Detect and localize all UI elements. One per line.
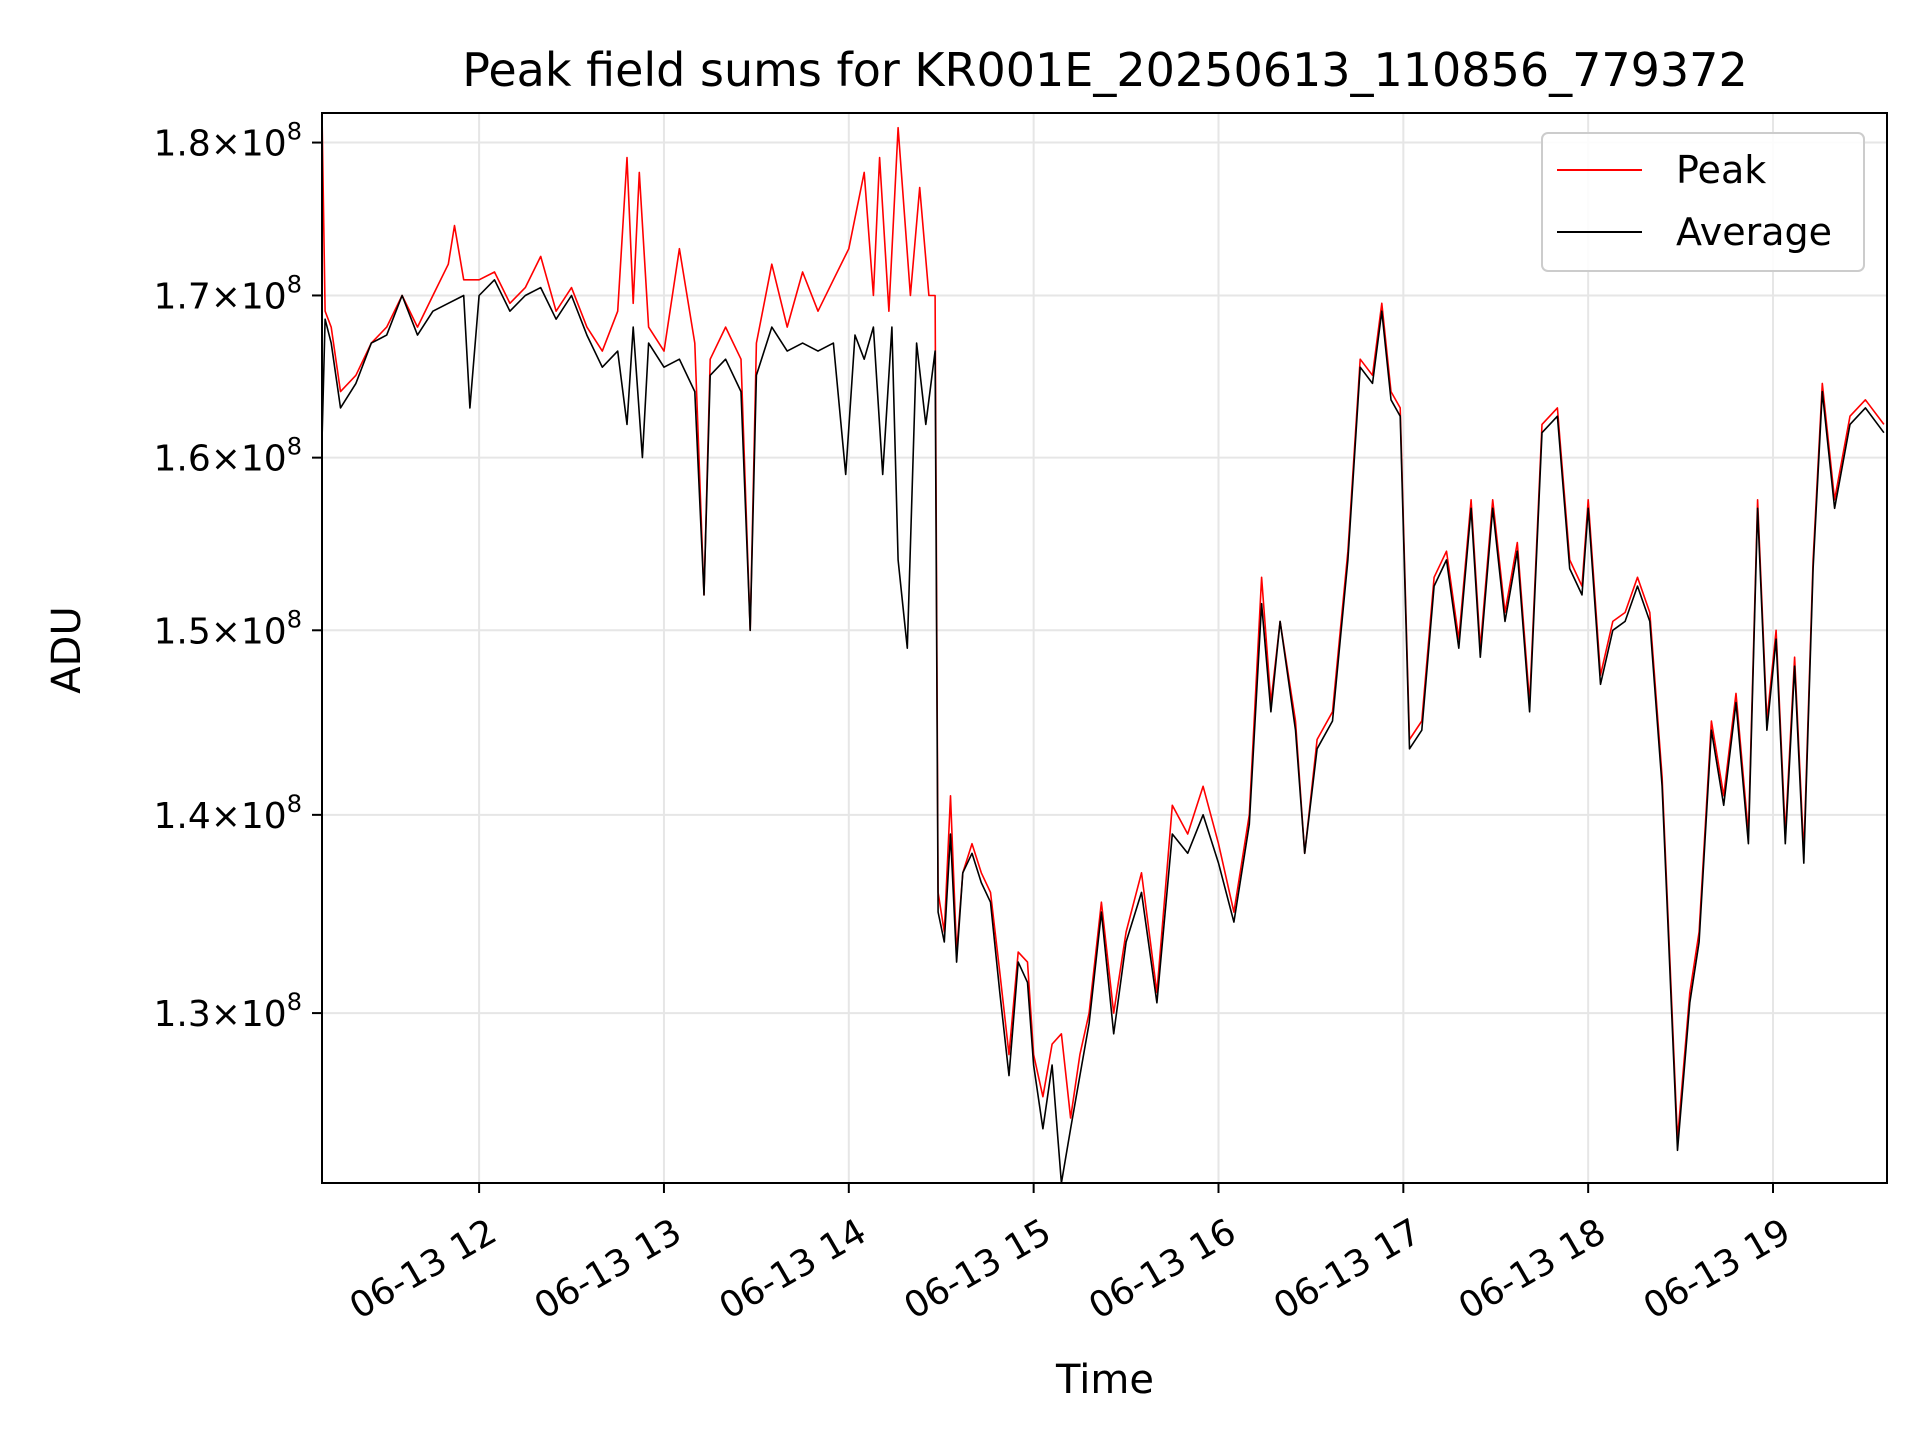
legend-label-average: Average [1676, 210, 1832, 254]
y-tick-times-ten: ×10 [211, 439, 287, 480]
x-axis-label: Time [1055, 1357, 1154, 1403]
y-tick-label: 1.5×108 [153, 605, 302, 652]
series-line-average [322, 279, 1885, 1183]
y-axis-label: ADU [44, 606, 90, 693]
y-tick-mantissa: 1.7 [153, 276, 210, 317]
legend-box [1541, 132, 1865, 272]
series-line-peak [322, 113, 1885, 1141]
chart-title: Peak field sums for KR001E_20250613_1108… [462, 43, 1747, 97]
y-tick-exponent: 8 [287, 605, 302, 633]
y-tick-times-ten: ×10 [211, 994, 287, 1035]
y-tick-times-ten: ×10 [211, 124, 287, 165]
y-tick-times-ten: ×10 [211, 796, 287, 837]
y-tick-label: 1.8×108 [153, 118, 302, 165]
y-tick-label: 1.6×108 [153, 433, 302, 480]
y-axis: 1.3×1081.4×1081.5×1081.6×1081.7×1081.8×1… [153, 118, 322, 1035]
y-tick-exponent: 8 [287, 433, 302, 461]
series-lines [322, 113, 1885, 1183]
y-tick-times-ten: ×10 [211, 611, 287, 652]
y-tick-mantissa: 1.4 [153, 796, 210, 837]
y-tick-label: 1.7×108 [153, 270, 302, 317]
y-tick-mantissa: 1.5 [153, 611, 210, 652]
y-tick-exponent: 8 [287, 270, 302, 298]
plot-frame [321, 112, 1888, 1184]
y-tick-label: 1.4×108 [153, 790, 302, 837]
y-tick-times-ten: ×10 [211, 276, 287, 317]
y-tick-mantissa: 1.3 [153, 994, 210, 1035]
y-tick-exponent: 8 [287, 988, 302, 1016]
legend: Peak Average [1541, 132, 1865, 272]
y-tick-mantissa: 1.6 [153, 439, 210, 480]
y-tick-exponent: 8 [287, 118, 302, 146]
y-tick-mantissa: 1.8 [153, 124, 210, 165]
y-tick-exponent: 8 [287, 790, 302, 818]
y-tick-label: 1.3×108 [153, 988, 302, 1035]
legend-label-peak: Peak [1676, 148, 1766, 192]
gridlines [322, 113, 1887, 1183]
